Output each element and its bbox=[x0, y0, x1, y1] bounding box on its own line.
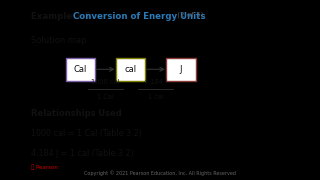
Text: Relationships Used: Relationships Used bbox=[31, 109, 122, 118]
Text: Cal: Cal bbox=[74, 65, 87, 74]
FancyBboxPatch shape bbox=[166, 58, 196, 81]
Text: cal: cal bbox=[124, 65, 137, 74]
Text: Ⓟ Pearson: Ⓟ Pearson bbox=[31, 165, 58, 170]
Text: Conversion of Energy Units: Conversion of Energy Units bbox=[73, 12, 205, 21]
Text: 1 Cal: 1 Cal bbox=[97, 94, 114, 100]
Text: 1000 cal = 1 Cal (Table 3.2): 1000 cal = 1 Cal (Table 3.2) bbox=[31, 129, 142, 138]
Text: J: J bbox=[180, 65, 182, 74]
Text: 1000 cal: 1000 cal bbox=[91, 79, 120, 85]
Text: Copyright © 2021 Pearson Education, Inc. All Rights Reserved: Copyright © 2021 Pearson Education, Inc.… bbox=[84, 170, 236, 176]
Text: 4.184 J = 1 cal (Table 3.2): 4.184 J = 1 cal (Table 3.2) bbox=[31, 148, 134, 158]
FancyBboxPatch shape bbox=[66, 58, 95, 81]
Text: 4.184 J: 4.184 J bbox=[144, 79, 167, 85]
Text: 1 cal: 1 cal bbox=[148, 94, 164, 100]
Text: (2 of 5): (2 of 5) bbox=[175, 12, 203, 18]
Text: Example 3.5: Example 3.5 bbox=[31, 12, 94, 21]
FancyBboxPatch shape bbox=[116, 58, 145, 81]
Text: Solution map: Solution map bbox=[31, 36, 87, 45]
